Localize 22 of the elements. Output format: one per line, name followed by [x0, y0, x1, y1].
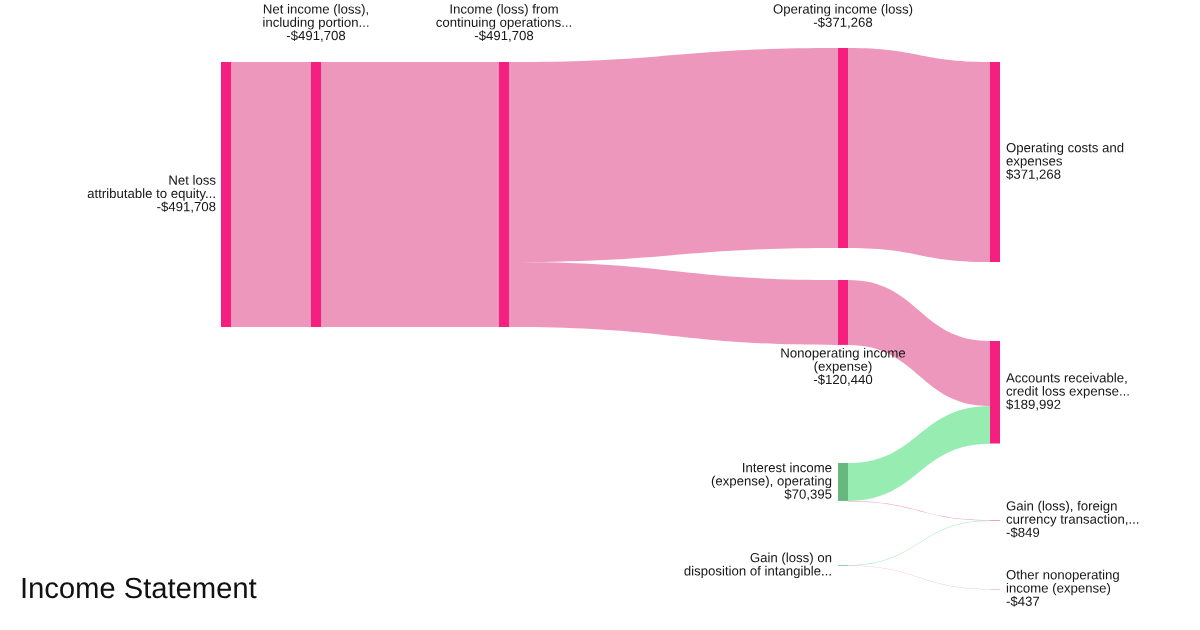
category-label: Interest income (expense), operating	[711, 462, 832, 489]
category-label: Nonoperating income (expense)	[781, 347, 906, 374]
data-label: -$120,440	[813, 374, 873, 386]
category-label: Gain (loss), foreign currency transaction,...	[1006, 500, 1139, 527]
data-label: -$491,708	[474, 30, 534, 42]
category-label: Accounts receivable, credit loss expense...	[1006, 372, 1129, 399]
data-label: $371,268	[1006, 168, 1061, 181]
category-label: Other nonoperating income (expense)	[1006, 569, 1119, 596]
data-label: -$849	[1006, 527, 1040, 538]
data-label: $70,395	[784, 488, 832, 501]
text: Income Statement	[22, 577, 257, 599]
data-label: -$491,708	[286, 30, 346, 42]
data-label: -$491,708	[157, 201, 216, 213]
category-label: Net income (loss), including portion...	[263, 4, 369, 30]
category-label: Operating costs and expenses	[1006, 142, 1124, 169]
data-label: -$371,268	[813, 17, 873, 29]
category-label: Gain (loss) on disposition of intangible...	[684, 552, 832, 579]
category-label: Income (loss) from continuing operations...	[436, 4, 572, 30]
category-label: Operating income (loss)	[773, 4, 913, 17]
category-label: Net loss attributable to equity...	[87, 175, 216, 201]
data-label: $189,992	[1006, 399, 1061, 411]
data-label: -$437	[1006, 596, 1040, 607]
